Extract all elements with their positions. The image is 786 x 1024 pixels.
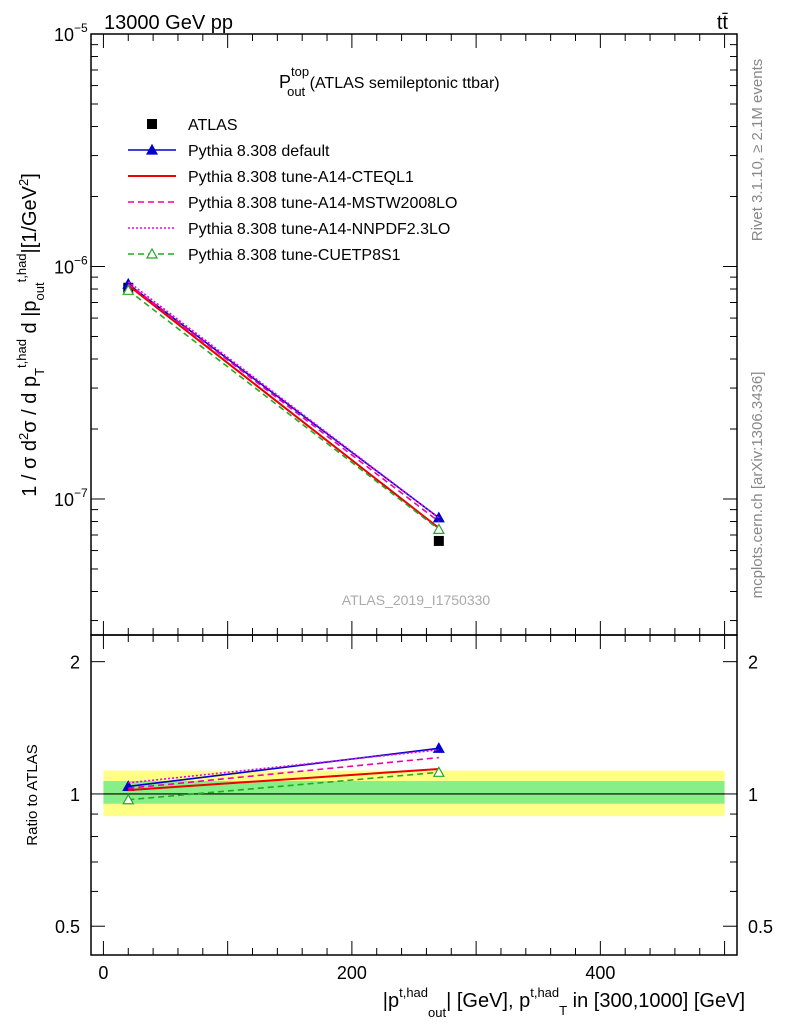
legend-label: Pythia 8.308 default [188,143,330,160]
legend-marker [145,143,159,155]
ratio-y-tick-label-right: 0.5 [748,917,773,937]
legend-entry: Pythia 8.308 default [128,143,330,160]
series-line [127,284,440,529]
legend-label: Pythia 8.308 tune-A14-MSTW2008LO [188,195,457,212]
main-y-tick-label: 10−5 [54,21,88,45]
ratio-marker [122,793,135,805]
ratio-panel: 0.5 0.5 1 1 2 2 0 200 400 Ratio to ATLAS |pt,had… [24,634,773,1020]
ratio-y-tick-label-right: 1 [748,785,758,805]
legend-label: Pythia 8.308 tune-CUETP8S1 [188,247,401,264]
series-marker [122,284,135,295]
legend-label: Pythia 8.308 tune-A14-NNPDF2.3LO [188,221,450,238]
series-pythia-2 [127,284,440,529]
ratio-x-tick-label: 200 [337,963,367,983]
series-line [127,283,440,519]
ratio-x-axis-label: |pt,hadout| [GeV], pt,hadT in [300,1000]… [383,985,745,1020]
rivet-version-label: Rivet 3.1.10, ≥ 2.1M events [749,59,766,242]
legend-label: ATLAS [188,117,238,134]
series-pythia-3 [127,283,440,523]
ratio-series-3 [128,756,439,790]
stat-band [103,781,725,804]
legend-label: Pythia 8.308 tune-A14-CTEQL1 [188,169,414,186]
analysis-watermark: ATLAS_2019_I1750330 [342,592,491,608]
series-line [127,289,440,531]
ratio-x-axis-text: |pt,hadout| [GeV], pt,hadT in [300,1000]… [383,985,745,1020]
data-point [433,535,444,546]
legend-swatch [147,119,157,129]
ratio-line [128,771,439,801]
main-series-group [122,277,445,546]
ratio-marker [432,766,445,777]
legend-entry: Pythia 8.308 tune-A14-NNPDF2.3LO [128,221,450,238]
main-y-tick-label: 10−7 [54,486,88,510]
ratio-line [128,756,439,790]
ratio-x-tick-label: 400 [585,963,615,983]
ratio-series-group [122,742,445,805]
mcplots-reference-label: mcplots.cern.ch [arXiv:1306.3436] [749,372,766,599]
header-process-label: tt̄ [717,12,729,34]
legend: ATLAS Pythia 8.308 default Pythia 8.308 tu… [128,117,457,264]
ratio-line [128,767,439,792]
main-y-axis-label: 1 / σ d2σ / d pTt,had d |poutt,had|[1/Ge… [14,173,47,497]
main-y-axis-text: 1 / σ d2σ / d pTt,had d |poutt,had|[1/Ge… [14,173,47,497]
series-line [127,283,440,523]
header-energy-label: 13000 GeV pp [104,12,233,34]
legend-marker [145,247,159,259]
ratio-y-axis-label: Ratio to ATLAS [24,744,41,845]
ratio-bands [103,770,725,817]
ratio-line [128,749,439,784]
series-pythia-5 [122,284,445,534]
series-atlas-data [123,282,444,546]
series-line [127,281,440,519]
main-axes: 10−5 10−6 10−7 [54,21,738,636]
main-title: Ptop out (ATLAS semileptonic ttbar) [279,64,500,99]
series-marker [432,523,445,534]
ratio-series-5 [122,766,445,805]
ratio-y-tick-label-left: 1 [70,785,80,805]
ratio-axes: 0.5 0.5 1 1 2 2 0 200 400 [55,634,773,983]
ratio-series-2 [128,767,439,792]
legend-entry: Pythia 8.308 tune-CUETP8S1 [128,247,401,264]
legend-entry: ATLAS [147,117,238,134]
ratio-x-tick-label: 0 [98,963,108,983]
ratio-y-tick-label-right: 2 [748,653,758,673]
ratio-y-tick-label-left: 2 [70,653,80,673]
legend-entry: Pythia 8.308 tune-A14-CTEQL1 [128,169,414,186]
ratio-y-tick-label-left: 0.5 [55,917,80,937]
series-pythia-4 [127,281,440,519]
main-y-tick-label: 10−6 [54,253,88,277]
legend-entry: Pythia 8.308 tune-A14-MSTW2008LO [128,195,457,212]
ratio-frame [90,634,738,956]
ratio-series-4 [128,749,439,784]
main-panel: 10−5 10−6 10−7 Ptop out (ATLAS semileptonic… [14,21,738,636]
